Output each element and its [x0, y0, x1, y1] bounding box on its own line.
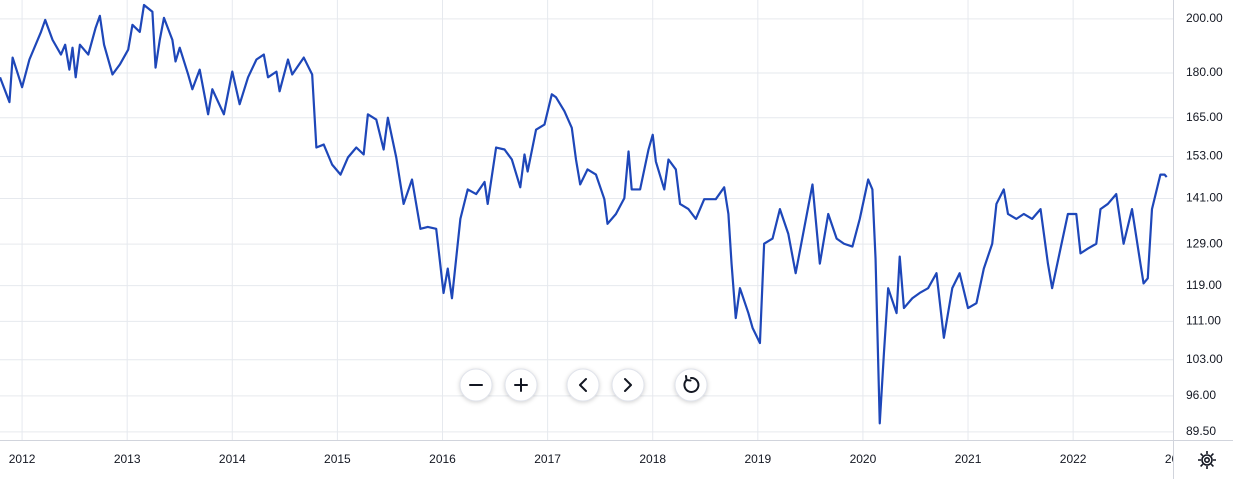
- scroll-right-button[interactable]: [611, 368, 645, 402]
- x-tick-label: 2018: [639, 452, 666, 466]
- y-tick-label: 96.00: [1186, 388, 1216, 402]
- y-tick-label: 165.00: [1186, 110, 1223, 124]
- y-tick-label: 200.00: [1186, 11, 1223, 25]
- series: [0, 3, 1168, 425]
- y-tick-label: 89.50: [1186, 424, 1216, 438]
- y-tick-label: 180.00: [1186, 65, 1223, 79]
- zoom-in-button[interactable]: [504, 368, 538, 402]
- y-tick-label: 153.00: [1186, 149, 1223, 163]
- reset-button[interactable]: [674, 368, 708, 402]
- x-tick-label: 2014: [219, 452, 246, 466]
- y-tick-label: 129.00: [1186, 236, 1223, 250]
- scroll-left-button[interactable]: [566, 368, 600, 402]
- x-tick-label: 2019: [744, 452, 771, 466]
- x-tick-label: 2013: [114, 452, 141, 466]
- y-axis: 89.50 96.00 103.00 111.00 119.00 129.00 141.00…: [1186, 11, 1223, 438]
- x-tick-label: 2012: [9, 452, 36, 466]
- y-tick-label: 111.00: [1186, 313, 1221, 327]
- x-tick-label: 2023: [1165, 452, 1192, 466]
- grid: [0, 0, 1173, 440]
- x-tick-label: 2017: [534, 452, 561, 466]
- x-tick-label: 2022: [1060, 452, 1087, 466]
- zoom-out-button[interactable]: [459, 368, 493, 402]
- x-tick-label: 2020: [850, 452, 877, 466]
- settings-button[interactable]: [1198, 451, 1216, 469]
- price-line: [0, 3, 1168, 425]
- x-tick-label: 2021: [955, 452, 982, 466]
- y-tick-label: 103.00: [1186, 352, 1223, 366]
- x-axis: 2012 2013 2014 2015 2016 2017 2018 2019 2020 2021…: [9, 452, 1192, 466]
- y-tick-label: 141.00: [1186, 191, 1223, 205]
- x-tick-label: 2015: [324, 452, 351, 466]
- x-tick-label: 2016: [429, 452, 456, 466]
- y-tick-label: 119.00: [1186, 278, 1222, 292]
